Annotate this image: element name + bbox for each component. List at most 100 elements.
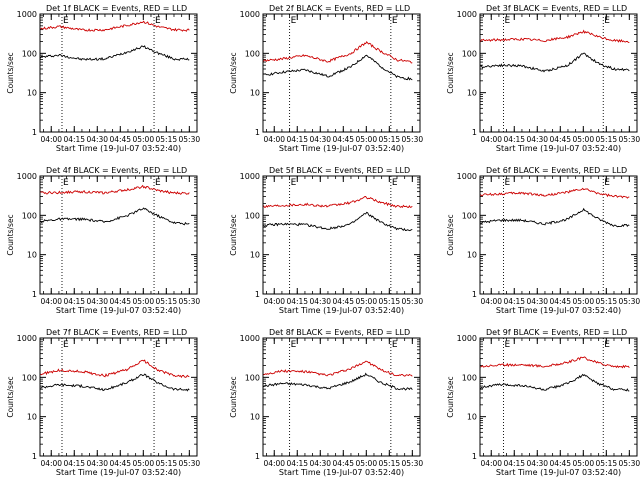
x-tick-label: 05:30 xyxy=(619,135,640,144)
event-marker-label: E xyxy=(392,16,398,26)
plot-frame xyxy=(39,13,198,133)
x-tick-label: 05:15 xyxy=(156,459,178,468)
x-tick-label: 05:15 xyxy=(156,135,178,144)
lld-series-line xyxy=(40,20,190,32)
plot-frame xyxy=(262,337,421,457)
x-tick-label: 05:00 xyxy=(572,135,594,144)
x-tick-label: 04:15 xyxy=(63,459,85,468)
x-tick-label: 04:15 xyxy=(503,135,525,144)
x-tick-label: 05:15 xyxy=(379,459,401,468)
lld-series-line xyxy=(263,40,413,64)
lld-series-line xyxy=(480,356,630,369)
y-tick-label: 1 xyxy=(32,452,37,461)
x-tick-label: 05:00 xyxy=(355,135,377,144)
plot-frame xyxy=(39,337,198,457)
panel-title: Det 7f BLACK = Events, RED = LLD xyxy=(46,328,187,337)
x-tick-label: 04:30 xyxy=(86,135,108,144)
panel-title: Det 4f BLACK = Events, RED = LLD xyxy=(46,166,187,175)
y-tick-label: 10 xyxy=(27,413,37,422)
event-marker-label: E xyxy=(155,16,161,26)
x-tick-label: 05:00 xyxy=(132,459,154,468)
x-tick-label: 04:45 xyxy=(332,135,354,144)
events-series-line xyxy=(263,372,413,391)
plot-frame xyxy=(39,175,198,295)
x-tick-label: 04:00 xyxy=(480,297,502,306)
y-tick-label: 1000 xyxy=(240,334,260,343)
y-tick-label: 1000 xyxy=(457,334,477,343)
x-tick-label: 04:45 xyxy=(109,135,131,144)
event-marker-label: E xyxy=(155,178,161,188)
x-tick-label: 04:30 xyxy=(86,459,108,468)
y-axis-label: Counts/sec xyxy=(6,52,15,93)
y-tick-label: 100 xyxy=(245,49,260,58)
y-tick-label: 1000 xyxy=(17,334,37,343)
x-tick-label: 05:15 xyxy=(379,297,401,306)
lld-series-line xyxy=(263,360,413,377)
event-marker-label: E xyxy=(63,340,69,350)
event-marker-label: E xyxy=(604,178,610,188)
y-axis-label: Counts/sec xyxy=(446,376,455,417)
y-tick-label: 10 xyxy=(250,251,260,260)
x-tick-label: 05:15 xyxy=(379,135,401,144)
y-tick-label: 100 xyxy=(22,211,37,220)
y-axis-label: Counts/sec xyxy=(446,52,455,93)
x-tick-label: 04:30 xyxy=(309,297,331,306)
y-tick-label: 100 xyxy=(462,49,477,58)
events-series-line xyxy=(263,211,413,232)
events-series-line xyxy=(480,373,630,392)
x-tick-label: 04:30 xyxy=(526,297,548,306)
panel-title: Det 5f BLACK = Events, RED = LLD xyxy=(269,166,410,175)
y-tick-label: 10 xyxy=(27,251,37,260)
y-tick-label: 1000 xyxy=(240,172,260,181)
plot-frame xyxy=(479,337,638,457)
y-tick-label: 10 xyxy=(250,89,260,98)
x-tick-label: 05:30 xyxy=(402,135,424,144)
x-tick-label: 04:15 xyxy=(503,297,525,306)
panel: Det 3f BLACK = Events, RED = LLD 1 10 100 10… xyxy=(446,4,640,153)
y-tick-label: 1 xyxy=(255,128,260,137)
y-axis-label: Counts/sec xyxy=(6,376,15,417)
lld-series-line xyxy=(40,359,190,379)
y-axis-label: Counts/sec xyxy=(446,214,455,255)
x-tick-label: 04:45 xyxy=(549,459,571,468)
x-axis-label: Start Time (19-Jul-07 03:52:40) xyxy=(279,306,404,315)
panel: Det 5f BLACK = Events, RED = LLD 1 10 100 10… xyxy=(229,166,423,315)
x-tick-label: 05:30 xyxy=(179,135,201,144)
y-tick-label: 1 xyxy=(472,128,477,137)
y-tick-label: 1 xyxy=(32,128,37,137)
events-series-line xyxy=(40,207,190,226)
y-tick-label: 1000 xyxy=(457,172,477,181)
x-tick-label: 05:00 xyxy=(132,297,154,306)
y-axis-label: Counts/sec xyxy=(6,214,15,255)
panel-title: Det 6f BLACK = Events, RED = LLD xyxy=(486,166,627,175)
event-marker-label: E xyxy=(392,340,398,350)
x-tick-label: 04:45 xyxy=(109,297,131,306)
panel-title: Det 3f BLACK = Events, RED = LLD xyxy=(486,4,627,13)
y-tick-label: 100 xyxy=(22,373,37,382)
x-axis-label: Start Time (19-Jul-07 03:52:40) xyxy=(496,306,621,315)
x-tick-label: 04:00 xyxy=(480,459,502,468)
y-tick-label: 1000 xyxy=(240,10,260,19)
lld-series-line xyxy=(480,29,630,43)
y-tick-label: 100 xyxy=(245,211,260,220)
plot-frame xyxy=(479,175,638,295)
y-tick-label: 1000 xyxy=(17,10,37,19)
x-tick-label: 05:30 xyxy=(402,297,424,306)
x-tick-label: 05:30 xyxy=(402,459,424,468)
x-tick-label: 04:15 xyxy=(286,459,308,468)
panel-title: Det 2f BLACK = Events, RED = LLD xyxy=(269,4,410,13)
panel: Det 6f BLACK = Events, RED = LLD 1 10 100 10… xyxy=(446,166,640,315)
lld-series-line xyxy=(40,184,190,195)
y-tick-label: 1 xyxy=(472,290,477,299)
event-marker-label: E xyxy=(505,178,511,188)
x-tick-label: 05:00 xyxy=(355,459,377,468)
x-tick-label: 05:30 xyxy=(619,459,640,468)
panel-title: Det 8f BLACK = Events, RED = LLD xyxy=(269,328,410,337)
event-marker-label: E xyxy=(604,16,610,26)
panel: Det 2f BLACK = Events, RED = LLD 1 10 100 10… xyxy=(229,4,423,153)
x-tick-label: 04:45 xyxy=(332,297,354,306)
plot-frame xyxy=(479,13,638,133)
panel: Det 7f BLACK = Events, RED = LLD 1 10 100 10… xyxy=(6,328,200,477)
